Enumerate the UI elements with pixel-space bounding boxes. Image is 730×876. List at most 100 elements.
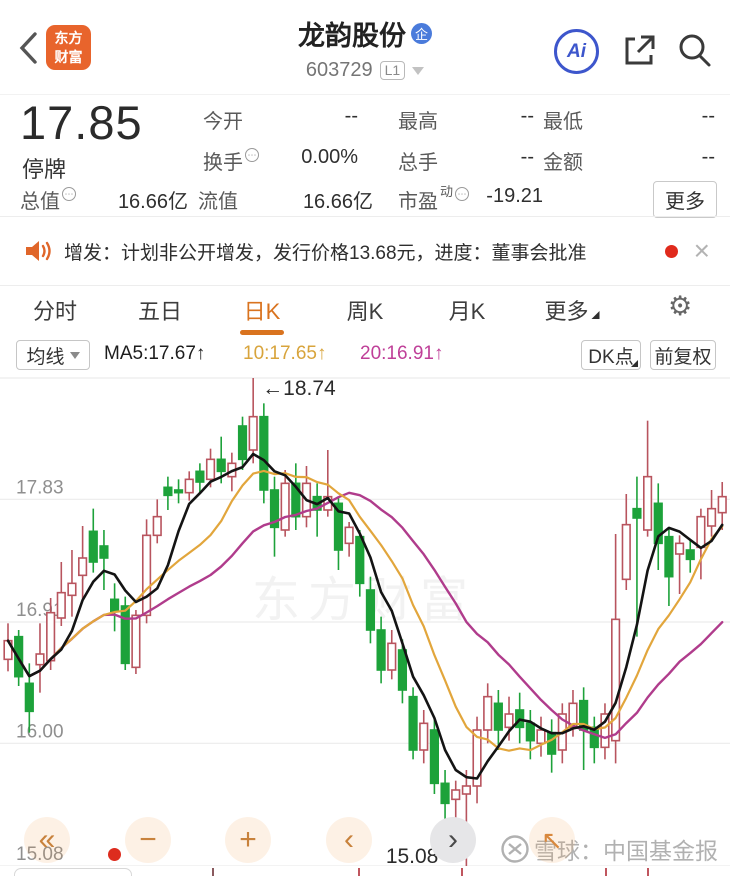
reset-view-button[interactable]: ↖: [529, 817, 575, 863]
ai-assistant-button[interactable]: Ai: [554, 29, 599, 74]
speaker-icon: [26, 241, 51, 261]
candle: [674, 542, 685, 555]
candle: [248, 415, 258, 451]
stat-float-cap: 流值 16.66亿: [198, 191, 373, 213]
candle: [589, 726, 599, 749]
tab-周K[interactable]: 周K: [346, 299, 384, 324]
trading-status: 停牌: [22, 157, 67, 182]
candle: [472, 729, 482, 787]
stat-high: 最高 --: [398, 105, 534, 133]
y-axis-label: 17.83: [16, 477, 64, 498]
tab-月K[interactable]: 月K: [448, 299, 486, 324]
candle: [451, 789, 461, 801]
candle: [706, 507, 717, 527]
candle: [291, 482, 301, 518]
header: 东方 财富 龙韵股份 企 603729 L1 Ai: [0, 0, 730, 94]
candle: [344, 526, 354, 545]
candle: [216, 458, 226, 473]
candle: [131, 614, 141, 669]
news-bar[interactable]: 增发：计划非公开增发，发行价格13.68元，进度：董事会批准 ×: [0, 216, 730, 286]
forward-adjust-button[interactable]: 前复权: [650, 340, 716, 370]
candle: [173, 489, 184, 494]
more-button[interactable]: 更多: [653, 181, 717, 218]
ma-toolbar: 均线 MA5:17.67↑ 10:17.65↑ 20:16.91↑ DK点 前复…: [0, 338, 730, 372]
ai-label: Ai: [567, 40, 586, 62]
pan-right-icon: ›: [448, 823, 458, 856]
clipped-button[interactable]: [14, 868, 132, 876]
ma20-line: [6, 491, 724, 740]
info-icon[interactable]: ⋯: [245, 148, 259, 162]
corner-triangle-icon: [631, 360, 638, 367]
candle: [600, 713, 610, 749]
title-block: 龙韵股份 企 603729 L1: [0, 14, 730, 82]
y-axis-label: 16.91: [16, 600, 64, 621]
candle: [120, 605, 130, 665]
stat-amount: 金额 --: [543, 146, 715, 174]
info-icon[interactable]: ⋯: [62, 187, 76, 201]
zoom-out-button[interactable]: −: [125, 817, 171, 863]
candle: [110, 598, 120, 613]
stock-code: 603729: [305, 59, 373, 81]
level1-badge: L1: [379, 60, 406, 81]
news-text[interactable]: 增发：计划非公开增发，发行价格13.68元，进度：董事会批准: [64, 242, 587, 264]
tab-日K[interactable]: 日K: [243, 299, 281, 324]
candle: [46, 611, 56, 662]
dk-points-button[interactable]: DK点: [581, 340, 641, 370]
candle: [355, 535, 365, 585]
enterprise-badge: 企: [411, 23, 432, 44]
candle: [685, 549, 695, 561]
candle: [419, 722, 429, 751]
corner-triangle-icon: [591, 311, 600, 319]
share-icon[interactable]: [621, 31, 657, 69]
ma5-value: MA5:17.67↑: [104, 343, 206, 364]
tab-五日[interactable]: 五日: [137, 299, 183, 324]
ma-selector-button[interactable]: 均线: [16, 340, 90, 370]
candle: [397, 649, 408, 691]
candle: [67, 582, 77, 597]
ma5-line: [6, 452, 724, 780]
candle: [717, 495, 727, 514]
bottom-clipped-strip: [0, 866, 730, 876]
zoom-in-button[interactable]: +: [225, 817, 271, 863]
stat-volume: 总手 --: [398, 146, 534, 174]
y-axis-label: 16.00: [16, 721, 64, 742]
jump-start-button[interactable]: «: [24, 817, 70, 863]
tab-更多[interactable]: 更多: [544, 294, 600, 326]
pan-left-button[interactable]: ‹: [326, 817, 372, 863]
candle: [525, 722, 535, 742]
candle: [184, 478, 194, 494]
chevron-down-icon[interactable]: [412, 66, 425, 75]
candle: [483, 695, 493, 731]
tab-分时[interactable]: 分时: [32, 299, 78, 324]
ma10-line: [6, 469, 724, 752]
candle: [152, 515, 162, 537]
jump-start-icon: «: [38, 823, 56, 856]
gear-icon[interactable]: ⚙: [668, 291, 693, 321]
info-icon[interactable]: ⋯: [455, 187, 470, 201]
kline-chart-area: 18.7417.8316.9116.0015.08东方财富←18.7415.08…: [0, 372, 730, 866]
reset-view-icon: ↖: [541, 825, 563, 855]
y-axis-label: 18.74: [16, 372, 64, 377]
candle: [642, 475, 653, 531]
candle: [664, 535, 674, 578]
quote-panel: 17.85 停牌 今开 -- 最高 -- 最低 -- 换手 ⋯ 0.00% 总手 -- 金…: [0, 94, 730, 218]
candle: [387, 642, 397, 671]
candle: [504, 713, 514, 729]
candle: [611, 618, 621, 742]
back-icon[interactable]: [16, 30, 40, 66]
eastmoney-logo[interactable]: 东方 财富: [46, 25, 91, 70]
candle: [269, 489, 280, 529]
record-dot: [108, 848, 121, 861]
candle: [259, 415, 269, 491]
pan-right-button[interactable]: ›: [430, 817, 476, 863]
search-icon[interactable]: [675, 32, 715, 70]
close-icon[interactable]: ×: [693, 235, 710, 266]
pan-left-icon: ‹: [344, 823, 354, 856]
ma10-value: 10:17.65↑: [243, 343, 327, 364]
candle: [333, 502, 344, 551]
active-tab-underline: [240, 330, 284, 335]
logo-line1: 东方: [54, 29, 83, 46]
stat-low: 最低 --: [543, 105, 715, 133]
candle: [88, 530, 98, 563]
candlestick-chart[interactable]: 18.7417.8316.9116.0015.08东方财富←18.7415.08…: [0, 372, 730, 866]
